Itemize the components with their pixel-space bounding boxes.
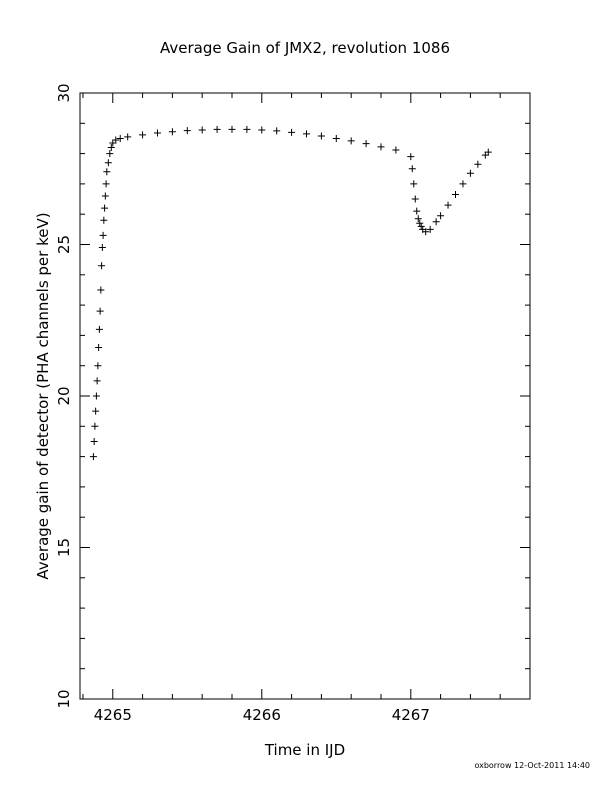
- data-point: [90, 437, 98, 445]
- data-point: [288, 128, 296, 136]
- data-point: [432, 218, 440, 226]
- data-point: [414, 215, 422, 223]
- data-point: [91, 422, 99, 430]
- data-point: [474, 160, 482, 168]
- data-point: [98, 244, 106, 252]
- y-tick-label: 30: [55, 83, 73, 102]
- y-tick-label: 10: [55, 689, 73, 708]
- data-point: [89, 453, 97, 461]
- data-point: [102, 180, 110, 188]
- data-point: [153, 129, 161, 137]
- data-point: [416, 219, 424, 227]
- data-point: [100, 216, 108, 224]
- data-point: [109, 139, 117, 147]
- data-point: [426, 225, 434, 233]
- data-point: [95, 344, 103, 352]
- data-point: [392, 146, 400, 154]
- data-point: [99, 231, 107, 239]
- data-point: [466, 169, 474, 177]
- data-point: [417, 222, 425, 230]
- data-point: [92, 407, 100, 415]
- data-markers: [89, 125, 492, 461]
- x-axis-label: Time in IJD: [264, 741, 345, 759]
- data-point: [411, 195, 419, 203]
- data-point: [139, 131, 147, 139]
- data-point: [198, 126, 206, 134]
- data-point: [92, 392, 100, 400]
- data-point: [362, 140, 370, 148]
- data-point: [168, 128, 176, 136]
- data-point: [124, 133, 132, 141]
- x-tick-label: 4265: [94, 706, 132, 724]
- data-point: [444, 201, 452, 209]
- data-point: [94, 362, 102, 370]
- y-tick-label: 25: [55, 235, 73, 254]
- y-axis-label: Average gain of detector (PHA channels p…: [34, 212, 52, 579]
- data-point: [101, 192, 109, 200]
- data-point: [347, 137, 355, 145]
- data-point: [112, 136, 120, 144]
- data-point: [103, 168, 111, 176]
- data-point: [107, 144, 115, 152]
- data-point: [98, 262, 106, 270]
- y-tick-label: 20: [55, 386, 73, 405]
- x-tick-label: 4267: [392, 706, 430, 724]
- data-point: [302, 130, 310, 138]
- data-point: [258, 126, 266, 134]
- data-point: [377, 143, 385, 151]
- data-point: [332, 134, 340, 142]
- data-point: [104, 159, 112, 167]
- data-point: [95, 325, 103, 333]
- x-tick-label: 4266: [243, 706, 281, 724]
- data-point: [408, 165, 416, 173]
- data-point: [228, 125, 236, 133]
- data-point: [422, 228, 430, 236]
- data-point: [97, 286, 105, 294]
- data-point: [413, 207, 421, 215]
- data-point: [273, 127, 281, 135]
- data-point: [481, 151, 489, 159]
- data-point: [243, 125, 251, 133]
- data-point: [106, 150, 114, 158]
- data-point: [484, 148, 492, 156]
- chart-title: Average Gain of JMX2, revolution 1086: [160, 39, 450, 57]
- data-point: [317, 132, 325, 140]
- data-point: [451, 191, 459, 199]
- data-point: [183, 127, 191, 135]
- footer-stamp: oxborrow 12-Oct-2011 14:40: [474, 761, 590, 770]
- data-point: [407, 153, 415, 161]
- y-tick-label: 15: [55, 538, 73, 557]
- data-point: [213, 125, 221, 133]
- data-point: [101, 204, 109, 212]
- data-point: [410, 180, 418, 188]
- data-point: [93, 377, 101, 385]
- data-point: [437, 212, 445, 220]
- data-point: [96, 307, 104, 315]
- data-point: [459, 180, 467, 188]
- data-point: [116, 134, 124, 142]
- axis-ticks: 10 15 20 25 30 4265 4266 4267: [55, 83, 531, 724]
